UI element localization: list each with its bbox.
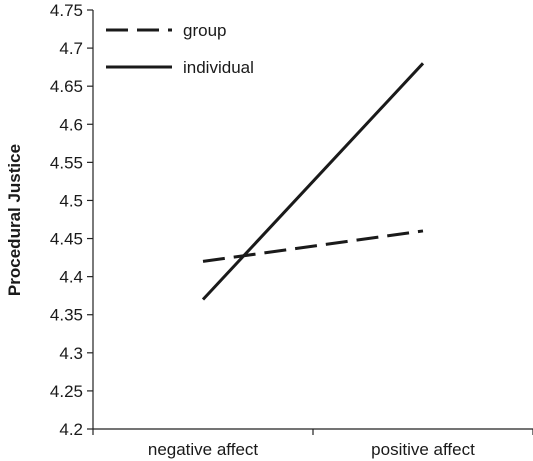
y-tick-label: 4.45	[50, 230, 83, 249]
x-axis: negative affect positive affect	[92, 428, 533, 459]
y-tick-label: 4.75	[50, 1, 83, 20]
y-tick-label: 4.4	[59, 268, 83, 287]
legend: group individual	[106, 21, 254, 77]
y-axis-title: Procedural Justice	[5, 144, 24, 296]
series-line-group	[202, 229, 424, 263]
legend-label-group: group	[183, 21, 226, 40]
y-tick-label: 4.25	[50, 382, 83, 401]
y-tick-label: 4.55	[50, 153, 83, 172]
y-axis: 4.2 4.25 4.3 4.35 4.4 4.45 4.5 4.55 4.6 4.65 4.7 4.…	[50, 1, 94, 439]
y-tick-label: 4.2	[59, 420, 83, 439]
x-tick-label: negative affect	[148, 440, 259, 459]
y-tick-label: 4.7	[59, 39, 83, 58]
y-tick-label: 4.65	[50, 77, 83, 96]
series-line-individual	[201, 62, 425, 301]
y-tick-label: 4.5	[59, 191, 83, 210]
y-tick-label: 4.6	[59, 115, 83, 134]
y-tick-label: 4.3	[59, 344, 83, 363]
x-tick-label: positive affect	[371, 440, 475, 459]
legend-label-individual: individual	[183, 58, 254, 77]
y-tick-label: 4.35	[50, 306, 83, 325]
